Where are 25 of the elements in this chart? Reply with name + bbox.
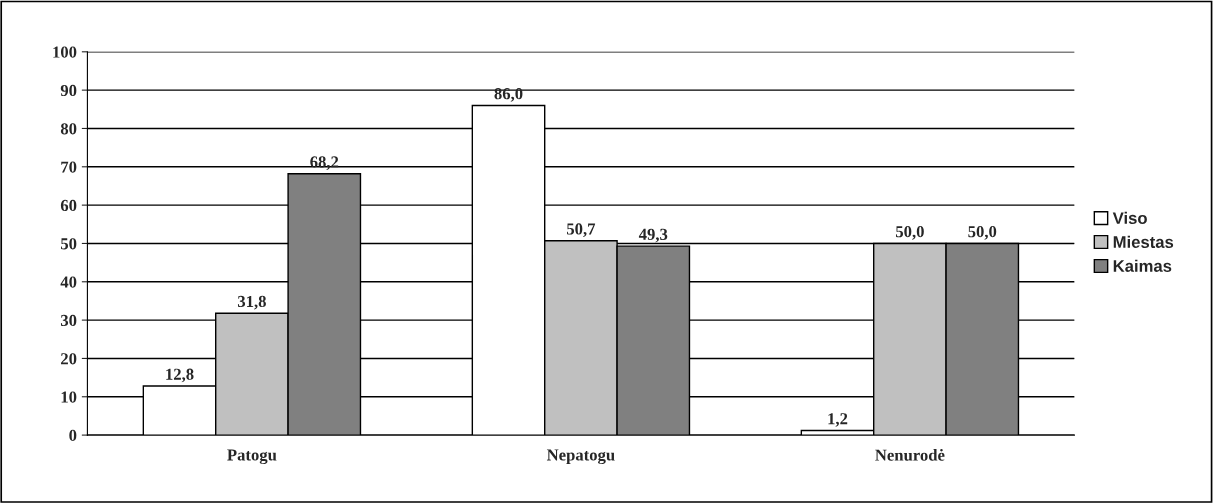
legend-label: Kaimas	[1113, 259, 1172, 272]
data-label: 50,7	[566, 223, 596, 238]
data-label: 50,0	[895, 226, 924, 240]
data-label: 31,8	[237, 295, 266, 310]
y-tick-label: 70	[61, 161, 77, 173]
data-label: 1,2	[828, 413, 848, 427]
legend-label: Miestas	[1113, 235, 1174, 248]
y-tick-label: 50	[60, 238, 77, 250]
data-label: 49,3	[638, 228, 668, 243]
y-tick-label: 100	[53, 46, 77, 58]
x-tick-label: Nepatogu	[546, 449, 615, 465]
y-tick-label: 60	[60, 199, 77, 212]
y-tick-label: 0	[69, 429, 77, 442]
data-label: 86,0	[494, 88, 523, 102]
x-tick-label: Patogu	[227, 449, 277, 465]
y-tick-label: 30	[60, 314, 77, 327]
data-label: 50,0	[968, 226, 997, 240]
y-tick-label: 20	[61, 353, 77, 365]
data-label: 12,8	[166, 368, 194, 383]
y-tick-label: 90	[60, 84, 77, 97]
y-tick-label: 40	[60, 276, 77, 288]
x-tick-label: Nenurodė	[875, 448, 945, 461]
y-tick-label: 80	[60, 123, 77, 135]
legend-label: Viso	[1112, 211, 1147, 225]
y-tick-label: 10	[61, 391, 77, 403]
